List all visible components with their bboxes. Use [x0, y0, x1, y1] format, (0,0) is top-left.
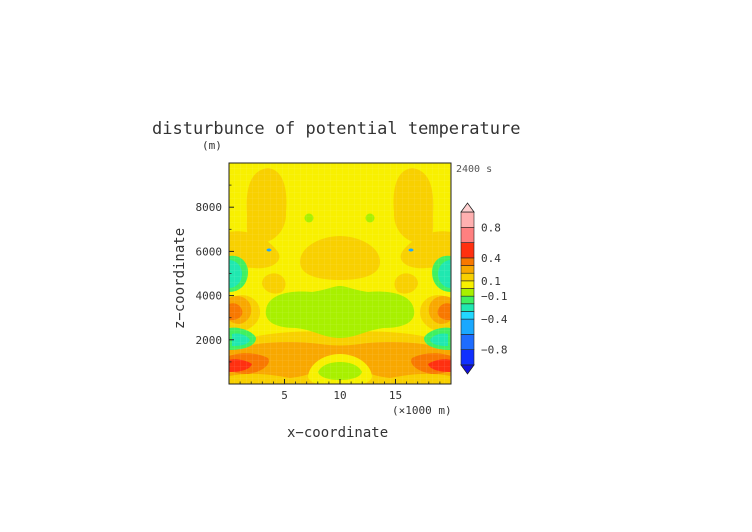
- colorbar-segment: [460, 211, 475, 228]
- y-tick-label: 4000: [196, 290, 223, 303]
- grid-texture: [229, 163, 451, 384]
- colorbar-over-arrow: [460, 202, 475, 213]
- y-unit-label: (m): [202, 139, 222, 152]
- y-tick-label: 2000: [196, 334, 223, 347]
- colorbar-segment: [460, 227, 475, 243]
- colorbar-segment: [460, 280, 475, 289]
- x-tick-label: 10: [333, 389, 346, 402]
- colorbar-segment: [460, 318, 475, 335]
- chart-title: disturbunce of potential temperature: [152, 119, 520, 139]
- colorbar-segment: [460, 303, 475, 312]
- colorbar-segment: [460, 265, 475, 274]
- contour-field: [229, 163, 451, 384]
- colorbar-segment: [460, 311, 475, 320]
- colorbar-tick-label: −0.8: [481, 344, 508, 357]
- colorbar-tick-label: 0.8: [481, 221, 501, 234]
- y-axis-label: z−coordinate: [172, 228, 188, 329]
- colorbar-under-arrow: [460, 364, 475, 375]
- colorbar-tick-label: −0.4: [481, 313, 508, 326]
- colorbar-tick-label: 0.4: [481, 252, 501, 265]
- y-axis: 2000 4000 6000 8000: [196, 184, 234, 363]
- x-axis-label: x−coordinate: [287, 425, 388, 441]
- x-tick-label: 5: [281, 389, 288, 402]
- colorbar-segment: [460, 242, 475, 259]
- colorbar-segment: [460, 257, 475, 266]
- colorbar-segment: [460, 272, 475, 282]
- x-unit-label: (×1000 m): [392, 404, 452, 417]
- colorbar-segment: [460, 334, 475, 350]
- x-tick-label: 15: [389, 389, 402, 402]
- y-tick-label: 8000: [196, 201, 223, 214]
- time-label: 2400 s: [456, 164, 492, 175]
- x-axis: 5 10 15: [239, 379, 441, 402]
- y-tick-label: 6000: [196, 245, 223, 258]
- colorbar-segment: [460, 288, 475, 297]
- colorbar-segment: [460, 295, 475, 305]
- colorbar-segment: [460, 349, 475, 366]
- colorbar: 0.8 0.4 0.1 −0.1 −0.4 −0.8: [460, 202, 508, 375]
- colorbar-tick-label: −0.1: [481, 290, 508, 303]
- colorbar-tick-label: 0.1: [481, 275, 501, 288]
